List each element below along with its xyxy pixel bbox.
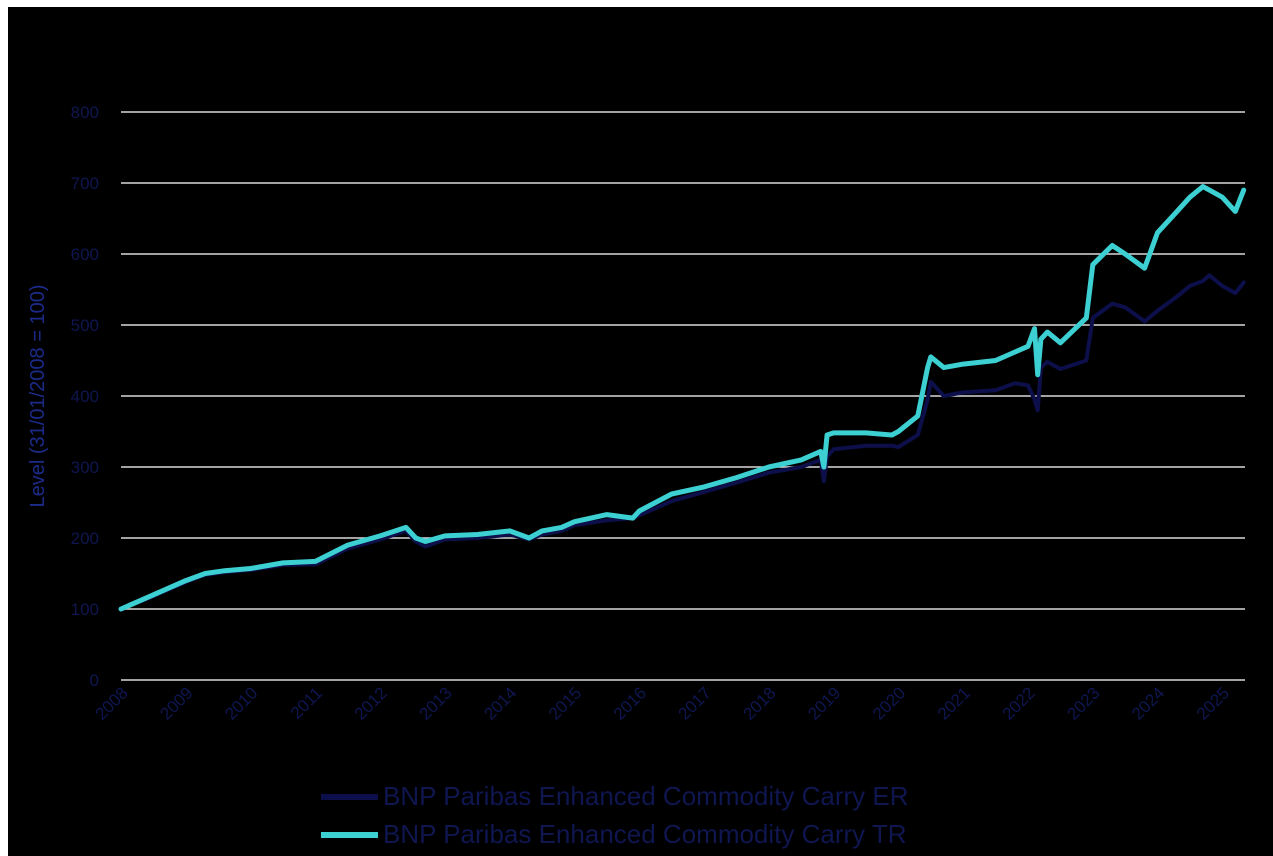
series-lines xyxy=(118,184,1247,612)
y-tick-label: 200 xyxy=(71,529,99,548)
x-tick-label: 2013 xyxy=(416,683,456,723)
legend-label-er: BNP Paribas Enhanced Commodity Carry ER xyxy=(383,781,909,811)
x-tick-label: 2017 xyxy=(675,683,715,723)
x-tick-label: 2019 xyxy=(804,683,844,723)
x-tick-label: 2023 xyxy=(1063,683,1103,723)
y-axis-tick-labels: 0 100 200 300 400 500 600 700 800 xyxy=(71,103,99,690)
gridlines xyxy=(121,111,1245,681)
y-tick-label: 800 xyxy=(71,103,99,122)
y-tick-label: 100 xyxy=(71,600,99,619)
legend: BNP Paribas Enhanced Commodity Carry ER … xyxy=(321,781,909,849)
chart-container: 0 100 200 300 400 500 600 700 800 2008 2009 2010 20… xyxy=(8,7,1273,856)
series-line-tr xyxy=(118,184,1247,612)
x-tick-label: 2021 xyxy=(934,683,974,723)
x-tick-label: 2020 xyxy=(869,683,909,723)
y-tick-label: 700 xyxy=(71,174,99,193)
y-tick-label: 0 xyxy=(90,671,99,690)
x-tick-label: 2011 xyxy=(287,683,326,722)
x-tick-label: 2014 xyxy=(480,683,520,723)
legend-label-tr: BNP Paribas Enhanced Commodity Carry TR xyxy=(383,819,907,849)
x-tick-label: 2025 xyxy=(1193,683,1233,723)
x-tick-label: 2024 xyxy=(1128,683,1168,723)
x-tick-label: 2009 xyxy=(156,683,196,723)
x-tick-label: 2010 xyxy=(221,683,261,723)
x-tick-label: 2016 xyxy=(610,683,650,723)
y-tick-label: 400 xyxy=(71,387,99,406)
x-tick-label: 2018 xyxy=(739,683,779,723)
x-tick-label: 2015 xyxy=(545,683,585,723)
x-tick-label: 2022 xyxy=(999,683,1039,723)
y-tick-label: 500 xyxy=(71,316,99,335)
y-axis-title: Level (31/01/2008 = 100) xyxy=(27,285,49,508)
x-axis-tick-labels: 2008 2009 2010 2011 2012 2013 2014 2015 2016 2017… xyxy=(92,683,1234,723)
x-tick-label: 2012 xyxy=(351,683,391,723)
y-tick-label: 300 xyxy=(71,458,99,477)
y-tick-label: 600 xyxy=(71,245,99,264)
